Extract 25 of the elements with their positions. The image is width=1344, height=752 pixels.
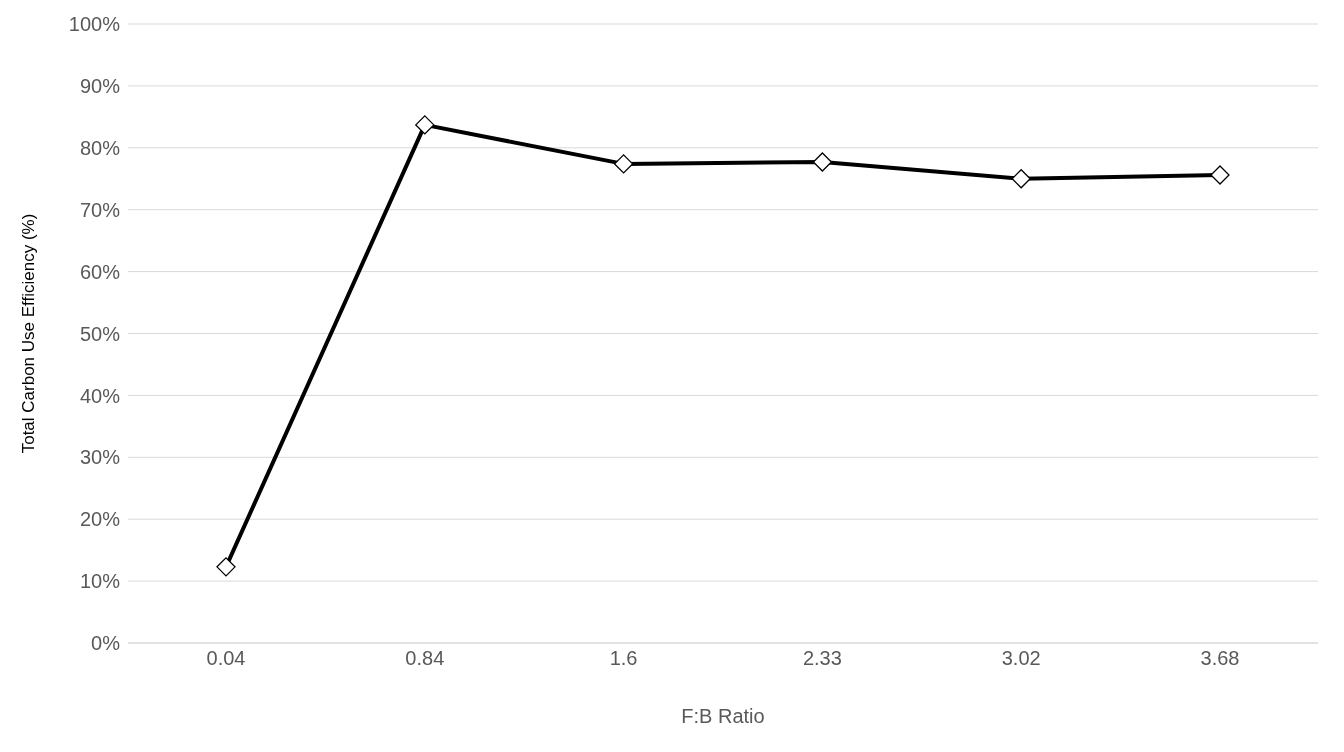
x-axis-title: F:B Ratio: [681, 705, 765, 727]
y-tick-label: 100%: [68, 13, 121, 36]
point: [415, 115, 435, 135]
y-tick-label: 20%: [79, 508, 121, 531]
x-tick-label: 0.84: [405, 647, 445, 670]
y-tick-label: 30%: [79, 446, 121, 469]
y-tick-label: 50%: [79, 322, 121, 345]
y-tick-label: 60%: [79, 260, 121, 283]
point: [1011, 169, 1031, 189]
point: [613, 154, 634, 174]
x-tick-label: 3.68: [1200, 647, 1240, 670]
y-axis-title: Total Carbon Use Efficiency (%): [19, 213, 39, 454]
x-tick-label: 3.02: [1001, 647, 1041, 670]
y-tick-label: 40%: [79, 384, 121, 407]
y-tick-label: 80%: [79, 136, 121, 159]
point: [216, 557, 236, 577]
point: [1210, 165, 1230, 185]
y-tick-label: 10%: [79, 570, 121, 593]
y-tick-label: 0%: [91, 632, 121, 655]
point: [812, 152, 833, 172]
x-tick-label: 2.33: [802, 647, 842, 670]
y-tick-label: 90%: [79, 75, 121, 97]
x-tick-label: 0.04: [206, 647, 246, 670]
x-tick-label: 1.6: [609, 647, 638, 670]
y-tick-label: 70%: [79, 198, 121, 221]
